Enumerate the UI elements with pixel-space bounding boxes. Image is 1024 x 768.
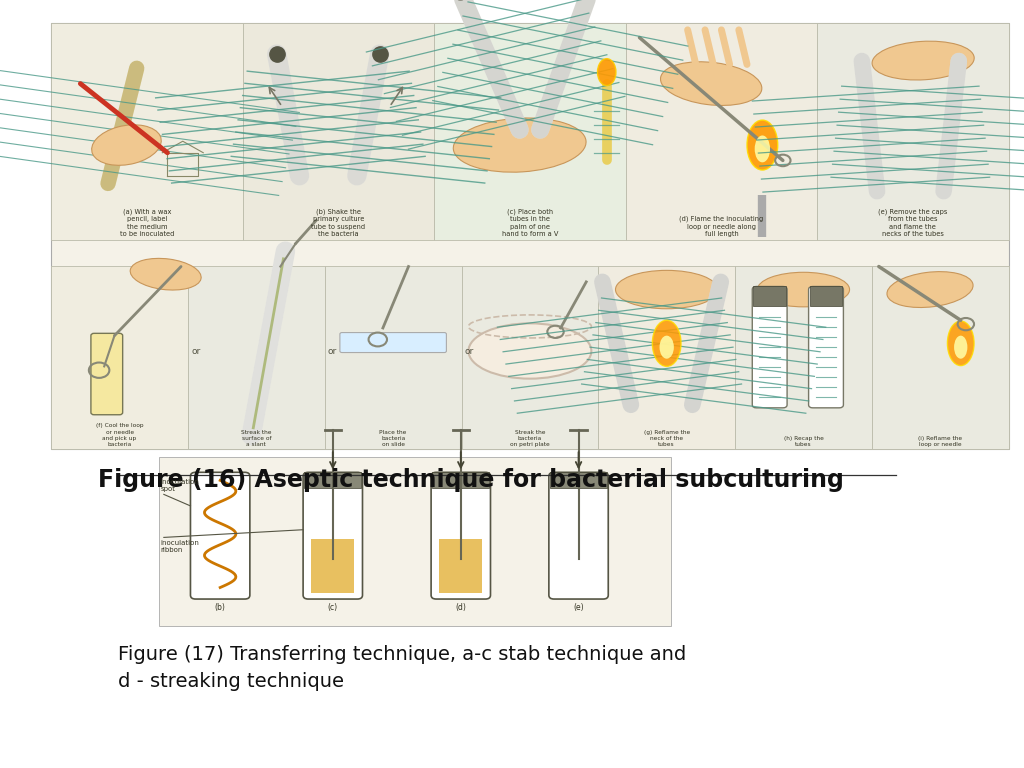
Text: (d) Flame the inoculating
loop or needle along
full length: (d) Flame the inoculating loop or needle…: [679, 216, 764, 237]
Bar: [325, 266, 462, 449]
Ellipse shape: [454, 118, 586, 172]
Text: (i) Reflame the
loop or needle: (i) Reflame the loop or needle: [919, 435, 963, 447]
Text: (e) Remove the caps
from the tubes
and flame the
necks of the tubes: (e) Remove the caps from the tubes and f…: [879, 208, 947, 237]
Ellipse shape: [887, 272, 973, 307]
Bar: [735, 266, 871, 449]
Bar: [51, 23, 243, 240]
Bar: [550, 472, 607, 488]
Ellipse shape: [598, 58, 616, 85]
Ellipse shape: [947, 321, 974, 366]
Ellipse shape: [659, 336, 674, 359]
Ellipse shape: [755, 135, 770, 162]
Text: inoculation
ribbon: inoculation ribbon: [161, 540, 200, 553]
Text: (c): (c): [328, 603, 338, 612]
Bar: [598, 266, 735, 449]
Text: inoculation
spot: inoculation spot: [161, 479, 200, 492]
FancyBboxPatch shape: [91, 333, 123, 415]
Text: (h) Recap the
tubes: (h) Recap the tubes: [783, 435, 823, 447]
Text: or: or: [328, 346, 337, 356]
Bar: [871, 266, 1009, 449]
FancyBboxPatch shape: [549, 472, 608, 599]
Ellipse shape: [615, 270, 718, 309]
FancyBboxPatch shape: [190, 472, 250, 599]
Ellipse shape: [92, 125, 161, 165]
FancyBboxPatch shape: [303, 472, 362, 599]
Text: Streak the
surface of
a slant: Streak the surface of a slant: [241, 429, 271, 447]
Text: or: or: [191, 346, 201, 356]
Bar: [51, 266, 188, 449]
Bar: [188, 266, 325, 449]
Bar: [817, 23, 1009, 240]
FancyBboxPatch shape: [340, 333, 446, 353]
FancyBboxPatch shape: [753, 286, 787, 408]
Bar: [462, 266, 598, 449]
Bar: [159, 457, 671, 626]
FancyBboxPatch shape: [431, 472, 490, 599]
Text: Figure (16) Aseptic technique for bacterial subculturing: Figure (16) Aseptic technique for bacter…: [98, 468, 844, 492]
Text: (c) Place both
tubes in the
palm of one
hand to form a V: (c) Place both tubes in the palm of one …: [502, 208, 558, 237]
Text: (d): (d): [456, 603, 466, 612]
Ellipse shape: [954, 336, 968, 359]
Ellipse shape: [469, 323, 592, 379]
Text: Figure (17) Transferring technique, a-c stab technique and
d - streaking techniq: Figure (17) Transferring technique, a-c …: [118, 645, 686, 690]
Bar: [754, 286, 786, 306]
Ellipse shape: [660, 61, 762, 105]
Ellipse shape: [758, 273, 850, 307]
Bar: [439, 539, 482, 593]
Text: (b) Shake the
primary culture
tube to suspend
the bacteria: (b) Shake the primary culture tube to su…: [311, 208, 366, 237]
Text: Place the
bacteria
on slide: Place the bacteria on slide: [380, 429, 407, 447]
Bar: [434, 23, 626, 240]
Bar: [432, 472, 489, 488]
Bar: [810, 286, 843, 306]
Text: (a) With a wax
pencil, label
the medium
to be inoculated: (a) With a wax pencil, label the medium …: [120, 208, 174, 237]
Text: (f) Cool the loop
or needle
and pick up
bacteria: (f) Cool the loop or needle and pick up …: [96, 423, 143, 447]
Ellipse shape: [748, 120, 778, 170]
Bar: [51, 23, 1009, 449]
Bar: [243, 23, 434, 240]
Text: (e): (e): [573, 603, 584, 612]
Text: or: or: [465, 346, 474, 356]
Ellipse shape: [130, 258, 201, 290]
Ellipse shape: [652, 320, 681, 366]
FancyBboxPatch shape: [809, 286, 844, 408]
Bar: [626, 23, 817, 240]
Bar: [311, 539, 354, 593]
Text: (g) Reflame the
neck of the
tubes: (g) Reflame the neck of the tubes: [643, 429, 690, 447]
Text: Streak the
bacteria
on petri plate: Streak the bacteria on petri plate: [510, 429, 550, 447]
Ellipse shape: [872, 41, 974, 80]
Bar: [304, 472, 361, 488]
Text: (b): (b): [215, 603, 225, 612]
